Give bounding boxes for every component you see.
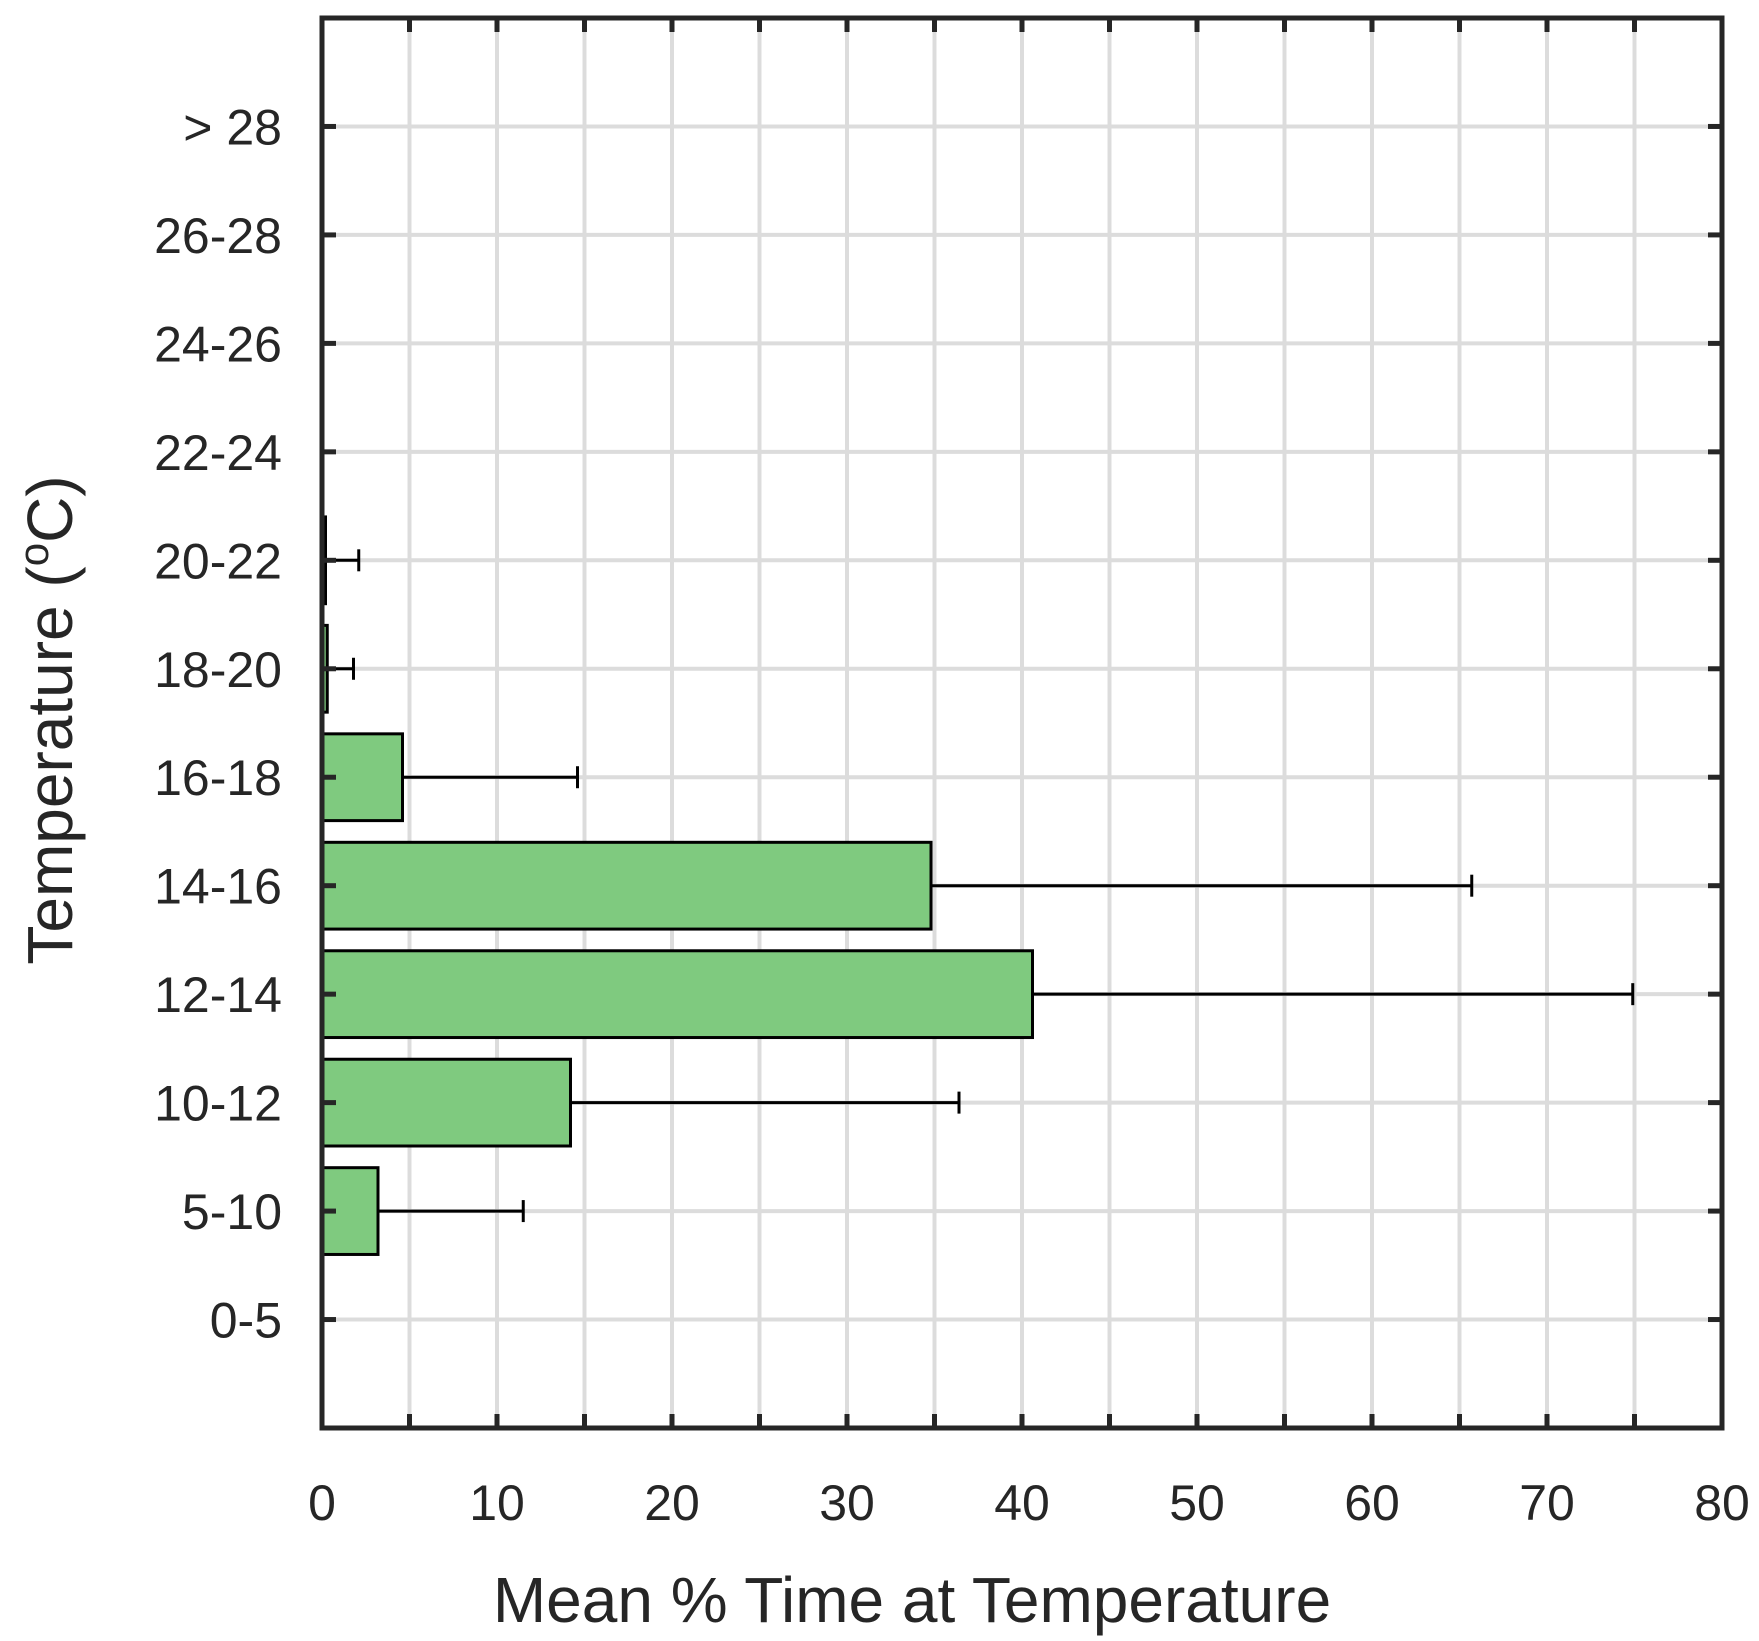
- x-tick-label: 50: [1169, 1475, 1225, 1531]
- x-tick-label: 0: [308, 1475, 336, 1531]
- y-tick-label: 26-28: [154, 208, 282, 264]
- axes: [319, 15, 1725, 1431]
- y-tick-label: 20-22: [154, 533, 282, 589]
- y-tick-label: 0-5: [210, 1293, 282, 1349]
- grid-lines: [322, 18, 1722, 1428]
- axes-box: [319, 15, 1725, 1431]
- error-bars: [325, 549, 1635, 1223]
- y-tick-label: 10-12: [154, 1076, 282, 1132]
- x-tick-label: 80: [1694, 1475, 1750, 1531]
- y-tick-label: 14-16: [154, 859, 282, 915]
- y-axis-title: Temperature (oC): [10, 475, 86, 964]
- x-tick-label: 60: [1344, 1475, 1400, 1531]
- y-axis-title-end: C): [14, 475, 86, 543]
- bar: [320, 949, 1034, 1040]
- x-tick-label: 10: [469, 1475, 525, 1531]
- x-tick-label: 20: [644, 1475, 700, 1531]
- x-tick-label: 30: [819, 1475, 875, 1531]
- x-tick-label: 40: [994, 1475, 1050, 1531]
- x-tick-label: 70: [1519, 1475, 1575, 1531]
- y-tick-label: > 28: [183, 99, 282, 155]
- y-tick-label: 16-18: [154, 750, 282, 806]
- y-axis-title-degree: o: [10, 543, 57, 566]
- bars: [320, 515, 1034, 1256]
- y-axis-title-main: Temperature (: [14, 566, 86, 964]
- y-tick-label: 18-20: [154, 642, 282, 698]
- y-tick-label: 5-10: [182, 1184, 282, 1240]
- bar: [320, 840, 933, 931]
- x-axis-title: Mean % Time at Temperature: [493, 1564, 1331, 1636]
- y-tick-label: 22-24: [154, 425, 282, 481]
- tick-labels: 0-5 5-10 10-12 12-14 14-16 16-18 18-20 20-22 22-…: [154, 99, 1750, 1531]
- y-tick-label: 24-26: [154, 316, 282, 372]
- y-tick-label: 12-14: [154, 967, 282, 1023]
- bar: [320, 1057, 572, 1148]
